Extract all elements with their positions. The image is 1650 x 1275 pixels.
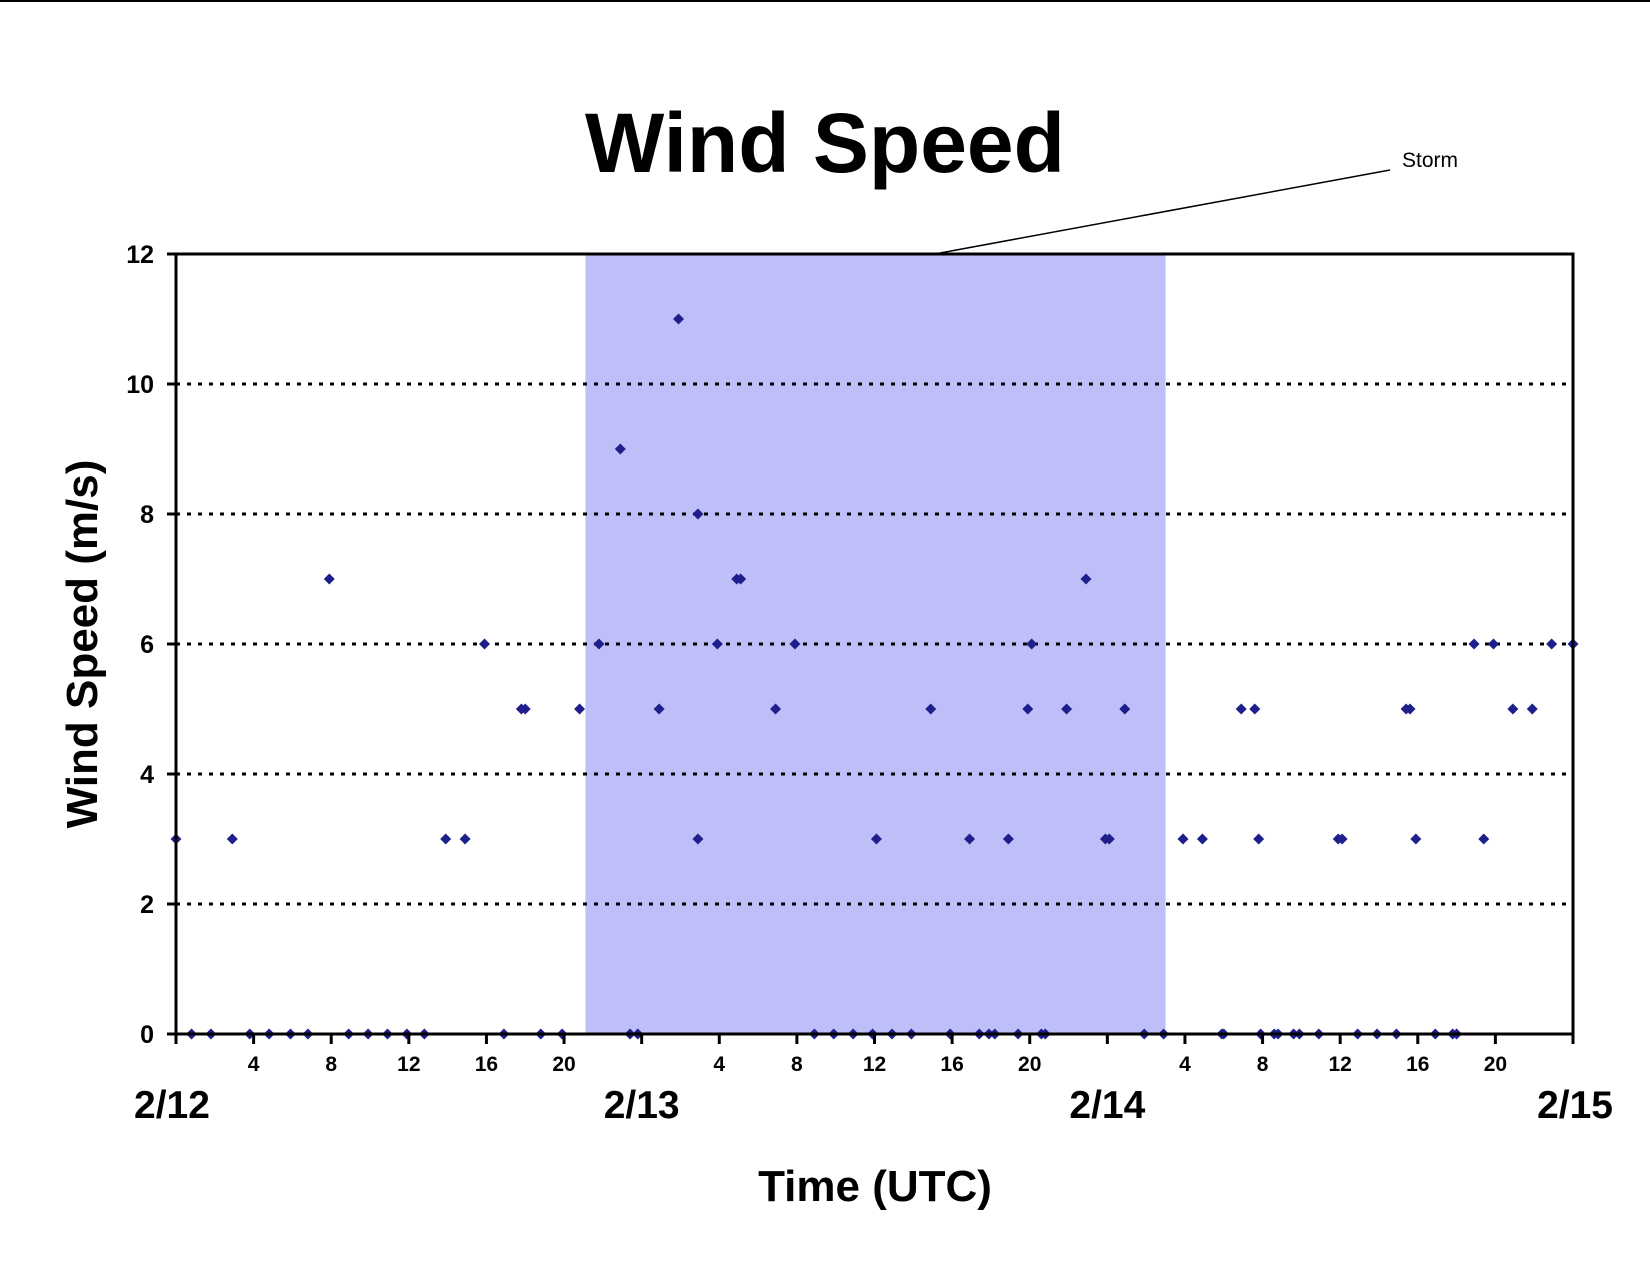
x-axis-day-labels: 2/12 2/13 2/14 2/15	[134, 1084, 1613, 1127]
storm-annotation: Storm	[934, 149, 1458, 255]
data-point	[479, 638, 491, 650]
data-point	[925, 703, 937, 715]
x-tick-label: 4	[248, 1053, 260, 1076]
data-point	[1196, 833, 1208, 845]
day-label: 2/12	[134, 1084, 210, 1127]
x-axis-ticks: 4 8 12 16 20 4 8 12 16 20 4 8 12 16 20	[174, 1034, 1575, 1076]
data-point	[1336, 833, 1348, 845]
data-point	[519, 703, 531, 715]
data-point	[1253, 833, 1265, 845]
data-point	[614, 443, 626, 455]
x-tick-label: 4	[713, 1053, 725, 1076]
chart-title: Wind Speed	[585, 96, 1065, 190]
data-point	[1235, 703, 1247, 715]
y-axis-title: Wind Speed (m/s)	[58, 460, 107, 829]
data-point	[440, 833, 452, 845]
day-label: 2/13	[604, 1084, 680, 1127]
data-point	[1119, 703, 1131, 715]
day-label: 2/15	[1537, 1084, 1613, 1127]
data-point	[1061, 703, 1073, 715]
y-tick-label: 12	[126, 241, 154, 269]
storm-label: Storm	[1402, 149, 1458, 172]
y-tick-label: 0	[140, 1021, 154, 1049]
data-point	[653, 703, 665, 715]
y-tick-label: 4	[140, 761, 154, 789]
data-point	[1177, 833, 1189, 845]
data-point	[1080, 573, 1092, 585]
x-tick-label: 12	[1328, 1053, 1351, 1076]
data-point	[1404, 703, 1416, 715]
data-point	[711, 638, 723, 650]
y-tick-label: 6	[140, 631, 154, 659]
y-tick-label: 10	[126, 371, 154, 399]
data-point	[1468, 638, 1480, 650]
data-point	[1478, 833, 1490, 845]
data-point	[1526, 703, 1538, 715]
data-point	[870, 833, 882, 845]
data-point	[789, 638, 801, 650]
x-tick-label: 12	[397, 1053, 420, 1076]
x-tick-label: 16	[475, 1053, 498, 1076]
data-point	[1546, 638, 1558, 650]
data-point	[1487, 638, 1499, 650]
x-tick-label: 16	[1406, 1053, 1429, 1076]
data-point	[593, 638, 605, 650]
x-tick-label: 8	[791, 1053, 803, 1076]
y-tick-label: 8	[140, 501, 154, 529]
data-point	[673, 313, 685, 325]
x-tick-label: 8	[1257, 1053, 1269, 1076]
data-point	[1002, 833, 1014, 845]
data-point	[1410, 833, 1422, 845]
x-tick-label: 12	[863, 1053, 886, 1076]
storm-callout-line	[934, 169, 1391, 255]
x-axis-title: Time (UTC)	[758, 1162, 992, 1211]
x-tick-label: 16	[940, 1053, 963, 1076]
gridlines	[176, 382, 1573, 906]
data-point	[964, 833, 976, 845]
data-point	[692, 833, 704, 845]
x-tick-label: 20	[1018, 1053, 1041, 1076]
data-point	[1103, 833, 1115, 845]
data-point	[226, 833, 238, 845]
x-tick-label: 20	[552, 1053, 575, 1076]
data-point	[1026, 638, 1038, 650]
day-label: 2/14	[1069, 1084, 1145, 1127]
data-point	[770, 703, 782, 715]
x-tick-label: 4	[1179, 1053, 1191, 1076]
data-point	[735, 573, 747, 585]
data-point	[1022, 703, 1034, 715]
y-axis-ticks: 0 2 4 6 8 10 12	[126, 241, 176, 1049]
data-point	[1507, 703, 1519, 715]
data-point	[323, 573, 335, 585]
x-tick-label: 8	[325, 1053, 337, 1076]
data-points	[170, 313, 1579, 1040]
data-point	[574, 703, 586, 715]
y-tick-label: 2	[140, 891, 154, 919]
x-tick-label: 20	[1484, 1053, 1507, 1076]
data-point	[692, 508, 704, 520]
data-point	[1249, 703, 1261, 715]
data-point	[459, 833, 471, 845]
